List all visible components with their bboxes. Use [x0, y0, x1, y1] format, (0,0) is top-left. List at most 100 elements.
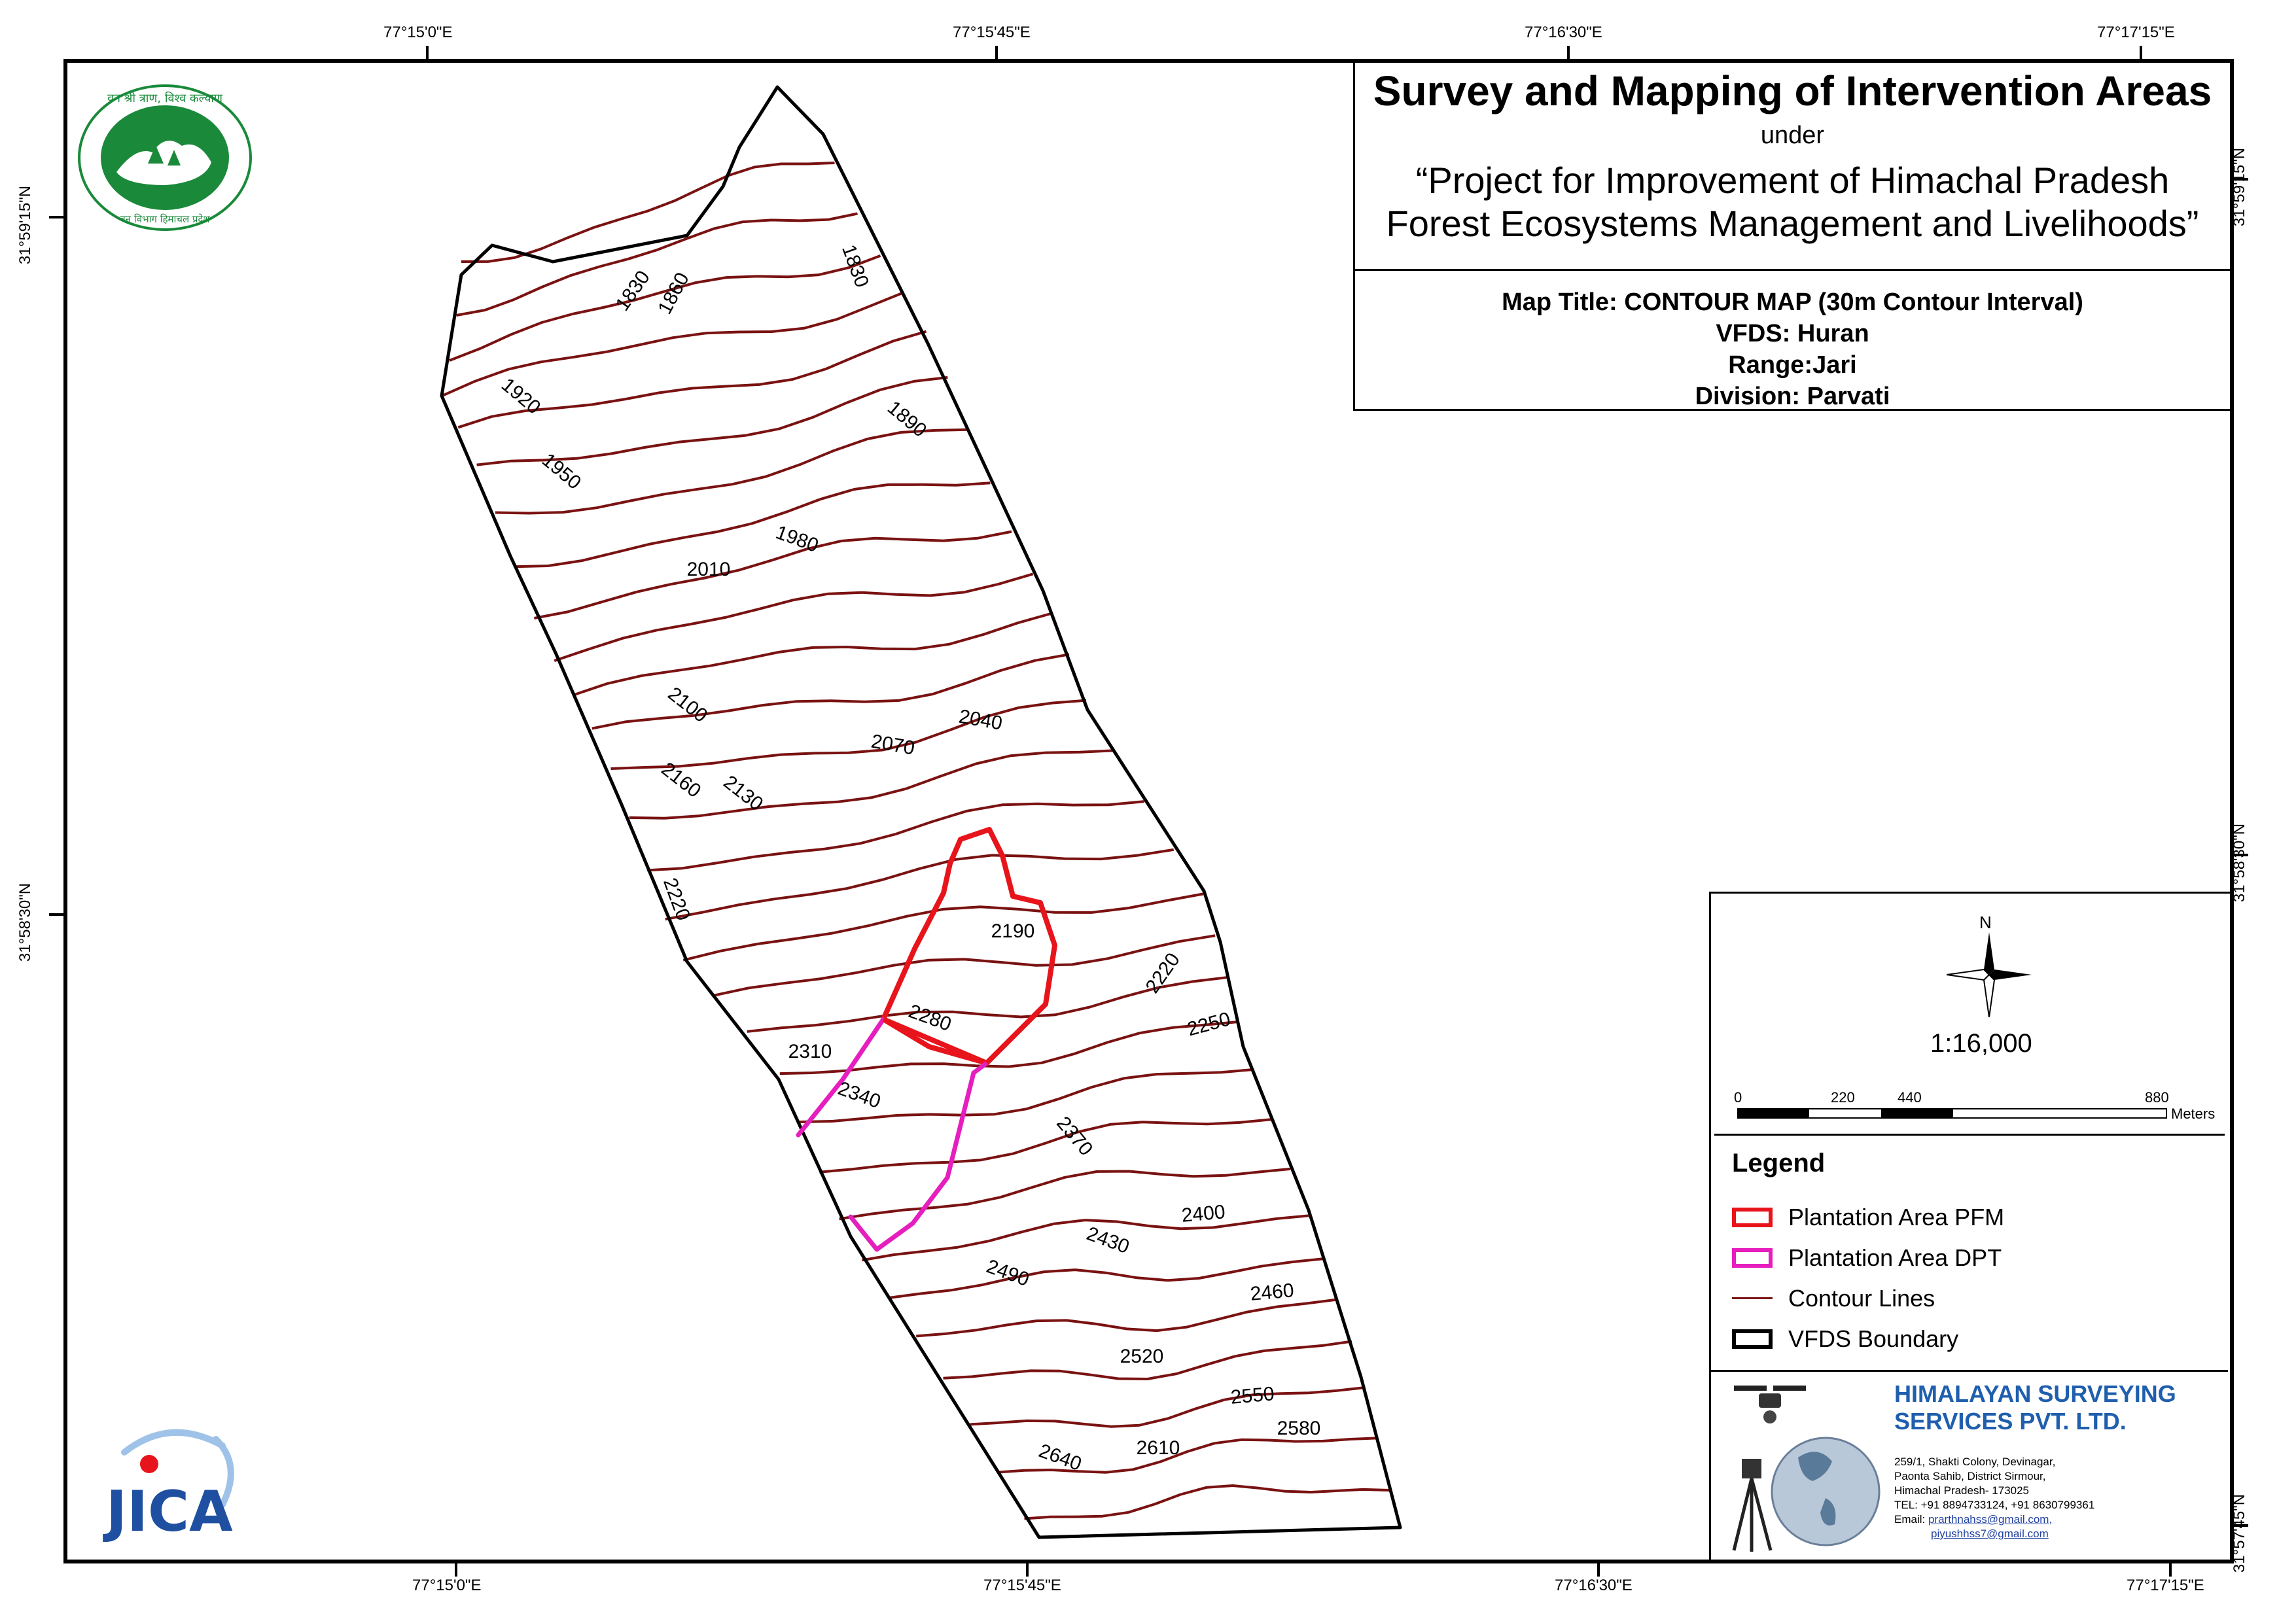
jica-logo-text: JICA [103, 1479, 233, 1544]
coord-bottom-3: 77°16'30"E [1555, 1577, 1633, 1594]
contour-line [514, 481, 991, 568]
scale-divider [1714, 1134, 2225, 1136]
contour-label: 2010 [687, 559, 731, 580]
contour-line [476, 375, 948, 466]
contour-label: 2460 [1249, 1280, 1294, 1305]
map-info-box: Map Title: CONTOUR MAP (30m Contour Inte… [1353, 271, 2230, 411]
legend-label-boundary: VFDS Boundary [1788, 1325, 1959, 1352]
project-title-line1: “Project for Improvement of Himachal Pra… [1415, 160, 2170, 201]
vfds-boundary [440, 85, 1402, 1539]
tick [49, 913, 63, 916]
contour-line [629, 749, 1115, 820]
tick [2140, 46, 2142, 60]
contour-label: 2100 [663, 683, 711, 727]
scale-tick-440: 440 [1898, 1089, 1922, 1106]
email-link-2[interactable]: piyushhss7@gmail.com [1931, 1527, 2049, 1540]
contour-line [800, 1068, 1254, 1123]
contour-label: 2580 [1277, 1418, 1321, 1439]
contour-line [449, 254, 881, 362]
contour-line [779, 1021, 1239, 1075]
contour-line [997, 1437, 1377, 1474]
scale-tick-0: 0 [1734, 1089, 1742, 1106]
contour-label: 2370 [1052, 1113, 1097, 1160]
scale-unit: Meters [2171, 1106, 2216, 1122]
contour-swatch [1732, 1289, 1773, 1308]
pfm-swatch [1732, 1208, 1773, 1227]
tick [2234, 1524, 2248, 1527]
contour-label: 2310 [788, 1041, 832, 1062]
contour-line [442, 291, 904, 397]
contour-label: 2490 [983, 1255, 1032, 1291]
project-title-line2: Forest Ecosystems Management and Livelih… [1386, 203, 2199, 244]
contour-label: 2550 [1229, 1383, 1275, 1408]
tick [1597, 1562, 1600, 1577]
email-label: Email: [1894, 1513, 1926, 1526]
title-box: Survey and Mapping of Intervention Areas… [1353, 63, 2230, 271]
tick [2169, 1562, 2172, 1577]
email-link-1[interactable]: prarthnahss@gmail.com, [1928, 1513, 2053, 1526]
contour-label: 2040 [957, 706, 1004, 735]
contour-line [647, 800, 1144, 872]
contour-label: 2340 [835, 1077, 883, 1113]
coord-top-1: 77°15'0"E [383, 24, 453, 41]
contour-line [943, 1340, 1352, 1380]
contour-label: 2220 [659, 875, 694, 924]
forest-logo-text-bottom: वन विभाग हिमाचल प्रदेश [120, 213, 210, 225]
tick [995, 46, 998, 60]
contour-line [682, 892, 1204, 962]
legend-item-dpt: Plantation Area DPT [1732, 1244, 2002, 1272]
legend-title: Legend [1732, 1149, 1826, 1178]
legend-panel [1709, 892, 2230, 1560]
contour-label: 1830 [612, 267, 654, 315]
surveyor-globe-icon [1732, 1386, 1881, 1552]
contour-label: 2250 [1185, 1008, 1233, 1040]
contour-line [573, 612, 1053, 697]
coord-bottom-4: 77°17'15"E [2127, 1577, 2204, 1594]
contour-label: 2610 [1137, 1437, 1180, 1459]
dpt-swatch [1732, 1248, 1773, 1268]
coord-bottom-2: 77°15'45"E [983, 1577, 1061, 1594]
map-frame [63, 59, 2234, 1563]
contour-label: 1950 [538, 449, 585, 494]
division-text: Division: Parvati [1695, 383, 1890, 410]
contour-line [916, 1298, 1338, 1338]
contour-label: 2070 [870, 731, 916, 759]
pfm-edge [882, 1017, 988, 1066]
scale-ratio: 1:16,000 [1930, 1029, 2032, 1058]
contour-line [747, 976, 1227, 1033]
contour-line [534, 530, 1012, 620]
contour-line [495, 428, 969, 515]
company-tel: TEL: +91 8894733124, +91 8630799361 [1894, 1499, 2095, 1511]
company-address: 259/1, Shakti Colony, Devinagar, Paonta … [1894, 1455, 2094, 1541]
legend-label-pfm: Plantation Area PFM [1788, 1204, 2005, 1230]
boundary-swatch [1732, 1329, 1773, 1349]
contour-label: 1830 [838, 242, 873, 290]
scale-tick-220: 220 [1831, 1089, 1855, 1106]
company-name: HIMALAYAN SURVEYING SERVICES PVT. LTD. [1894, 1380, 2176, 1435]
address-line: Paonta Sahib, District Sirmour, [1894, 1470, 2046, 1482]
contour-line [713, 934, 1216, 997]
address-line: 259/1, Shakti Colony, Devinagar, [1894, 1456, 2056, 1468]
scale-bar [1737, 1108, 2167, 1119]
forest-department-logo: वन श्री त्राण, विश्व कल्याण वन विभाग हिम… [78, 84, 252, 231]
contour-line [554, 572, 1034, 662]
legend-label-dpt: Plantation Area DPT [1788, 1244, 2002, 1271]
company-name-line1: HIMALAYAN SURVEYING [1894, 1380, 2176, 1407]
north-label: N [1979, 913, 1992, 932]
scale-tick-880: 880 [2145, 1089, 2169, 1106]
dpt-edge [972, 1061, 989, 1075]
legend-item-pfm: Plantation Area PFM [1732, 1204, 2004, 1231]
tick [455, 1562, 457, 1577]
jica-logo: JICA [103, 1429, 234, 1544]
tick [2234, 178, 2248, 181]
contour-label: 2520 [1120, 1346, 1164, 1367]
contour-line [1024, 1484, 1390, 1520]
map-main-title: Survey and Mapping of Intervention Areas [1373, 67, 2212, 114]
vfds-text: VFDS: Huran [1716, 320, 1869, 347]
title-under: under [1760, 122, 1825, 149]
range-text: Range:Jari [1728, 351, 1857, 379]
plantation-pfm [881, 827, 1057, 1066]
address-line: Himachal Pradesh- 173025 [1894, 1484, 2030, 1497]
plantation-dpt [796, 1017, 976, 1252]
